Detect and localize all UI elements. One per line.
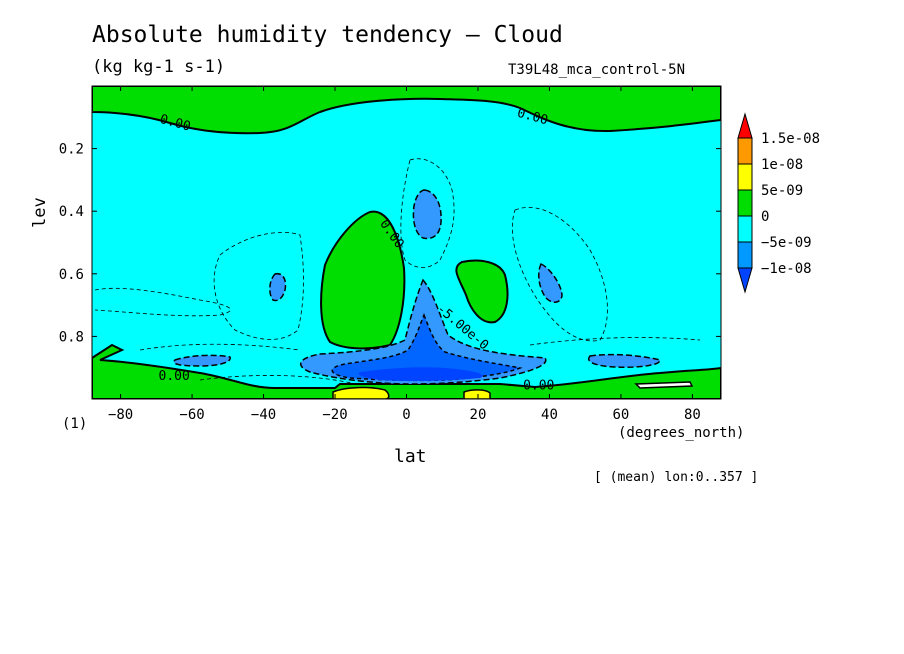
colorbar-segment <box>737 241 753 269</box>
footnote: [ (mean) lon:0..357 ] <box>594 470 759 485</box>
x-ticks-layer: −80 −60 −40 −20 0 20 40 60 80 <box>108 86 701 423</box>
y-tick-label: 0.8 <box>59 329 84 345</box>
colorbar-level-label: 5e-09 <box>761 183 803 199</box>
negative-right-cell <box>538 263 563 303</box>
colorbar-level-label: 0 <box>761 209 769 225</box>
negative-left-cell <box>269 272 287 302</box>
y-tick-label: 0.6 <box>59 267 84 283</box>
y-tick-label: 0.4 <box>59 204 84 220</box>
zero-pocket-right <box>634 381 694 389</box>
colorbar-segment <box>737 163 753 191</box>
x-tick-label: −60 <box>179 407 204 423</box>
colorbar-bottom-extension <box>737 267 753 294</box>
left-positive-region <box>320 210 406 350</box>
x-tick-label: 0 <box>402 407 410 423</box>
colorbar-level-label: −5e-09 <box>761 235 812 251</box>
x-tick-label: −20 <box>322 407 347 423</box>
colorbar-top-extension <box>737 112 753 139</box>
y-axis-units: (1) <box>62 416 88 432</box>
x-axis-units: (degrees_north) <box>618 425 745 441</box>
run-name-label: T39L48_mca_control-5N <box>508 62 686 78</box>
negative-upper-cell <box>412 189 442 240</box>
right-positive-region <box>455 259 509 324</box>
lower-positive-band <box>92 343 721 399</box>
x-tick-label: 60 <box>613 407 630 423</box>
x-tick-label: 40 <box>541 407 558 423</box>
negative-left-lobe <box>173 354 231 367</box>
weak-negative-contours <box>94 158 701 386</box>
y-ticks-layer: 0.2 0.4 0.6 0.8 <box>59 142 721 345</box>
x-tick-label: −80 <box>108 407 133 423</box>
colorbar-segment <box>737 215 753 243</box>
contour-fill-layer <box>92 86 721 399</box>
colorbar-level-label: −1e-08 <box>761 261 812 277</box>
high-positive-patch-left <box>332 386 390 399</box>
negative-right-lobe <box>588 353 661 368</box>
contour-label: 0.00 <box>159 369 190 384</box>
y-tick-label: 0.2 <box>59 142 84 158</box>
x-tick-label: −40 <box>251 407 276 423</box>
units-label: (kg kg-1 s-1) <box>92 57 226 77</box>
contour-label: 0.00 <box>523 379 554 394</box>
colorbar-segment <box>737 189 753 217</box>
negative-core-strongest <box>358 367 483 382</box>
colorbar-level-label: 1.5e-08 <box>761 131 820 147</box>
colorbar: 1.5e-08 1e-08 5e-09 0 −5e-09 −1e-08 <box>737 112 820 294</box>
x-tick-label: 80 <box>684 407 701 423</box>
chart-title: Absolute humidity tendency — Cloud <box>92 22 563 48</box>
x-tick-label: 20 <box>470 407 487 423</box>
upper-positive-band <box>92 86 721 135</box>
high-positive-patch-right <box>463 389 491 399</box>
x-axis-label: lat <box>394 446 427 467</box>
colorbar-segment <box>737 137 753 165</box>
colorbar-level-label: 1e-08 <box>761 157 803 173</box>
